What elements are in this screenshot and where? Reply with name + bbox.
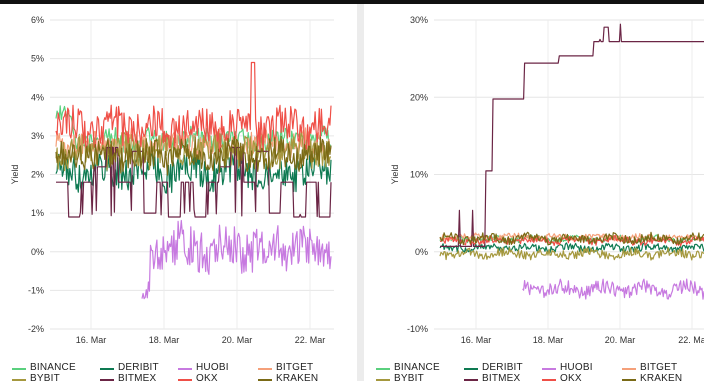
chart-panel-left: 6% 5% 4% 3% 2% 1% 0% -1% -2% 16. Mar 18. Mar 20. Ma… [0, 4, 357, 381]
legend-swatch [100, 379, 114, 381]
series-line-okx [55, 61, 332, 153]
legend-label: BITMEX [482, 373, 521, 381]
legend-swatch [464, 379, 478, 381]
x-tick-label: 18. Mar [149, 335, 180, 345]
y-tick-label: 5% [31, 54, 44, 64]
legend-swatch [178, 379, 192, 381]
series-line-bybit [439, 247, 704, 261]
y-tick-label: 3% [31, 131, 44, 141]
legend-label: OKX [196, 373, 218, 381]
y-tick-label: 0% [31, 247, 44, 257]
panel-gutter [357, 4, 364, 381]
series-line-bybit [55, 130, 331, 172]
yield-chart-right: 30% 20% 10% 0% -10% 16. Mar 18. Mar 20. Mar 22. … [390, 15, 704, 345]
series-line-kraken [55, 135, 332, 176]
yield-chart-left: 6% 5% 4% 3% 2% 1% 0% -1% -2% 16. Mar 18. Mar 20. Ma… [10, 15, 334, 345]
y-axis-label: Yield [10, 165, 20, 185]
legend-swatch [622, 379, 636, 381]
y-tick-label: 6% [31, 15, 44, 25]
x-tick-label: 22. Mar [295, 335, 326, 345]
legend-swatch [12, 379, 26, 381]
legend-swatch [100, 368, 114, 370]
series-line-huobi [522, 278, 704, 300]
x-tick-label: 22. Ma [678, 335, 704, 345]
y-tick-label: -10% [407, 324, 428, 334]
series-line-kraken [439, 231, 704, 246]
legend-label: KRAKEN [276, 373, 319, 381]
legend-label: BYBIT [394, 373, 424, 381]
legend-swatch [542, 379, 556, 381]
legend-label: BITGET [276, 362, 314, 373]
series-line-bitget [55, 127, 332, 161]
series-line-bitmex [440, 23, 704, 247]
legend-label: KRAKEN [640, 373, 683, 381]
legend-label: HUOBI [560, 362, 593, 373]
legend-swatch [622, 368, 636, 370]
y-tick-label: 30% [410, 15, 428, 25]
legend-swatch [258, 368, 272, 370]
legend-right: BINANCE DERIBIT HUOBI BITGET BYBIT BITMEX OKX K… [376, 362, 704, 381]
y-tick-label: 0% [415, 247, 428, 257]
top-border [0, 0, 704, 4]
x-tick-label: 20. Mar [605, 335, 636, 345]
x-tick-label: 20. Mar [222, 335, 253, 345]
series-line-bitmex [56, 146, 332, 218]
y-axis-label: Yield [390, 165, 400, 185]
legend-swatch [542, 368, 556, 370]
legend-label: BITGET [640, 362, 678, 373]
y-tick-label: -2% [28, 324, 44, 334]
y-tick-label: -1% [28, 285, 44, 295]
y-tick-label: 20% [410, 92, 428, 102]
legend-label: BINANCE [394, 362, 440, 373]
y-tick-label: 4% [31, 92, 44, 102]
legend-swatch [376, 379, 390, 381]
legend-left: BINANCE DERIBIT HUOBI BITGET BYBIT BITMEX OKX K… [12, 362, 357, 381]
x-tick-label: 18. Mar [533, 335, 564, 345]
legend-swatch [376, 368, 390, 370]
legend-swatch [12, 368, 26, 370]
y-tick-label: 2% [31, 170, 44, 180]
legend-swatch [258, 379, 272, 381]
series-line-huobi [141, 219, 332, 300]
y-tick-label: 1% [31, 208, 44, 218]
legend-swatch [464, 368, 478, 370]
legend-label: HUOBI [196, 362, 229, 373]
legend-label: DERIBIT [118, 362, 159, 373]
series-line-deribit [439, 242, 704, 254]
legend-label: BINANCE [30, 362, 76, 373]
legend-label: DERIBIT [482, 362, 523, 373]
legend-label: BYBIT [30, 373, 60, 381]
y-tick-label: 10% [410, 170, 428, 180]
series-line-deribit [55, 148, 332, 194]
x-tick-label: 16. Mar [76, 335, 107, 345]
legend-label: OKX [560, 373, 582, 381]
x-tick-label: 16. Mar [461, 335, 492, 345]
legend-swatch [178, 368, 192, 370]
legend-label: BITMEX [118, 373, 157, 381]
chart-panel-right: 30% 20% 10% 0% -10% 16. Mar 18. Mar 20. Mar 22. … [364, 4, 704, 381]
